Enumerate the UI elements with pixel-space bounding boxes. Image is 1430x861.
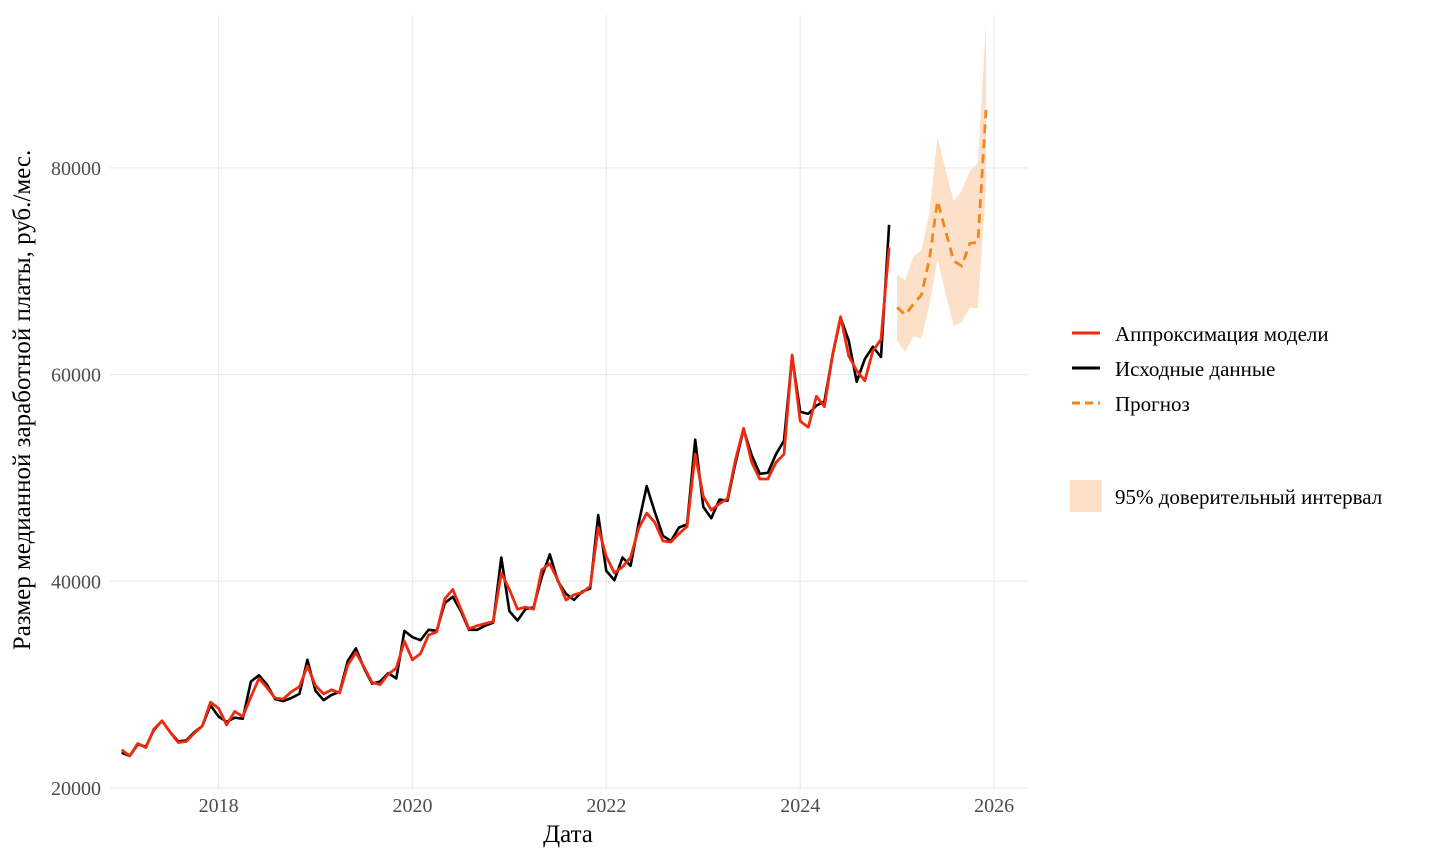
legend: Аппроксимация модели Исходные данные Про… [1070, 322, 1382, 512]
x-tick-label: 2024 [780, 795, 820, 817]
series-line-forecast [896, 110, 988, 317]
y-axis-title: Размер медианной заработной платы, руб./… [9, 150, 36, 650]
grid-lines [110, 15, 1028, 790]
y-tick-label: 80000 [51, 158, 101, 180]
legend-label-fit: Аппроксимация модели [1115, 322, 1329, 346]
y-tick-label: 40000 [51, 571, 101, 593]
y-tick-label: 60000 [51, 365, 101, 387]
confidence-band-layer [897, 23, 986, 352]
x-tick-label: 2026 [974, 795, 1014, 817]
series-layer [120, 110, 988, 758]
series-line-fit [120, 247, 891, 758]
x-tick-label: 2022 [586, 795, 626, 817]
legend-label-actual: Исходные данные [1115, 357, 1275, 381]
x-tick-label: 2020 [392, 795, 432, 817]
y-axis-ticks: 20000 40000 60000 80000 [51, 158, 101, 800]
x-tick-label: 2018 [199, 795, 239, 817]
x-axis-title: Дата [543, 821, 593, 848]
confidence-band [897, 23, 986, 352]
legend-label-ci: 95% доверительный интервал [1115, 485, 1382, 509]
x-axis-ticks: 2018 2020 2022 2024 2026 [199, 795, 1015, 817]
legend-swatch-ci [1070, 480, 1102, 512]
y-tick-label: 20000 [51, 778, 101, 800]
legend-label-forecast: Прогноз [1115, 392, 1190, 416]
series-line-actual [121, 224, 891, 758]
